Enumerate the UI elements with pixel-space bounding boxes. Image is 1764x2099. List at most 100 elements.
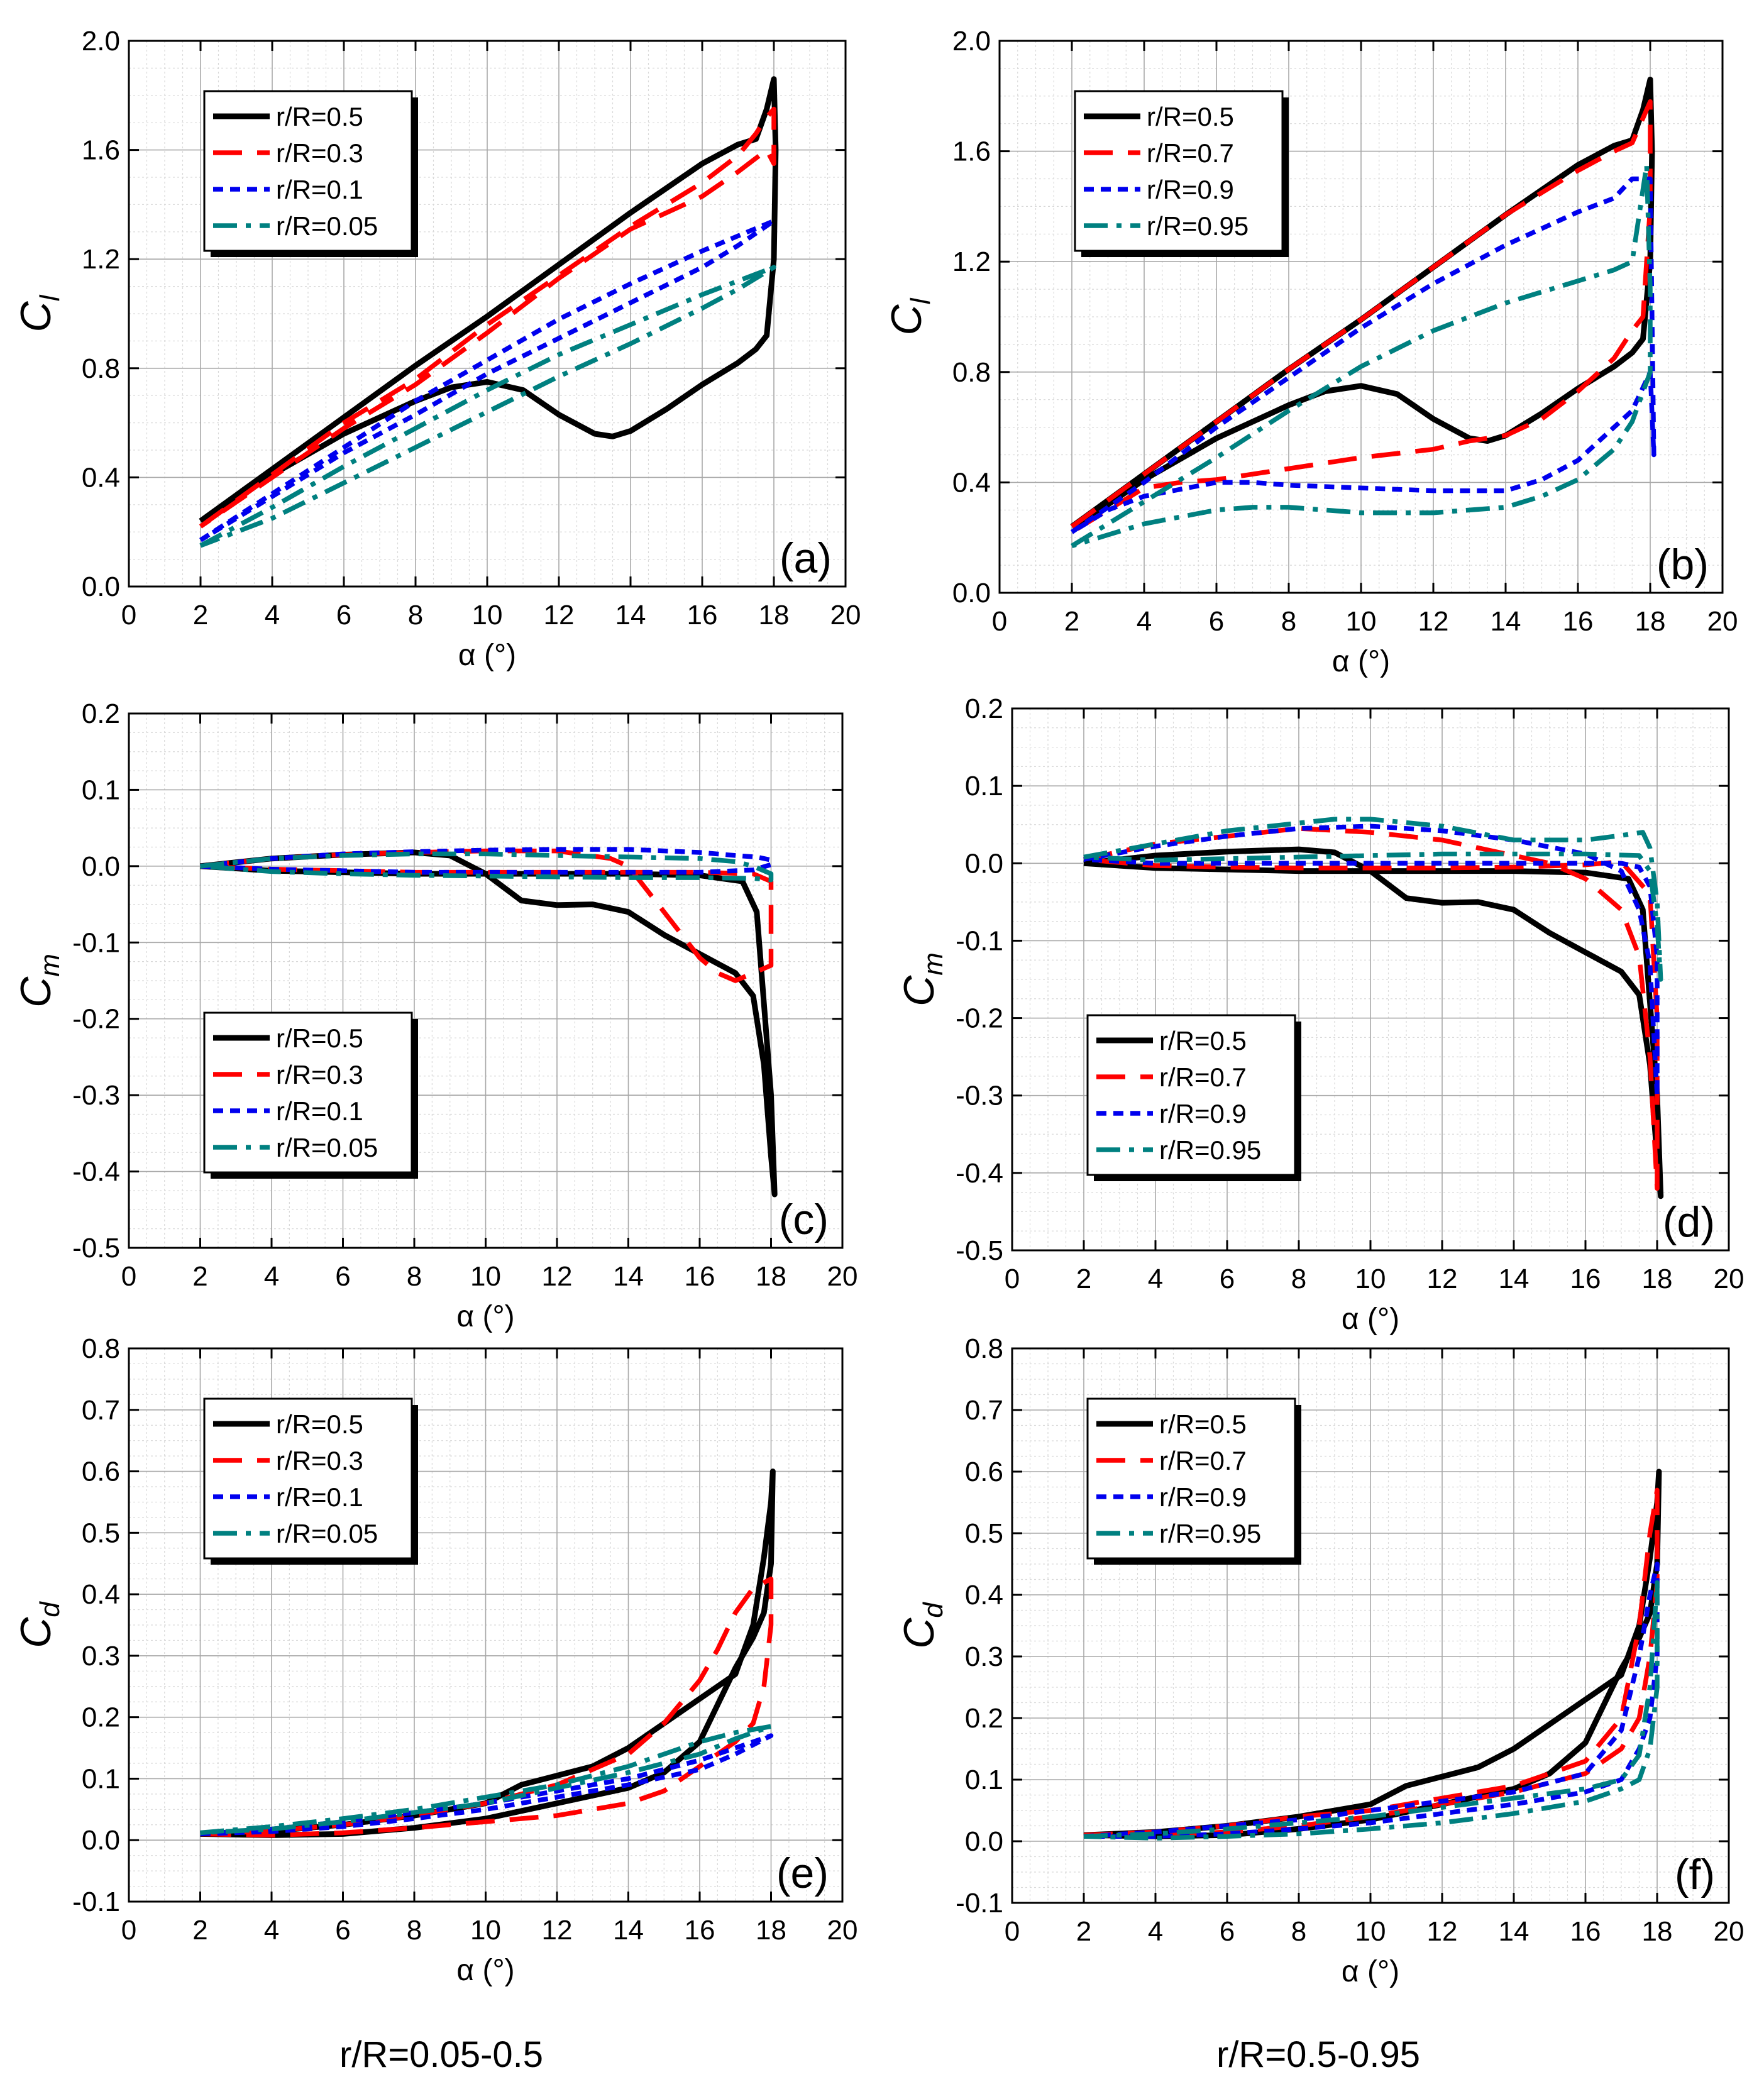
legend: r/R=0.5 r/R=0.3 r/R=0.1 r/R=0.05 <box>203 1397 418 1565</box>
legend-label: r/R=0.9 <box>1159 1482 1247 1512</box>
legend-label: r/R=0.3 <box>276 138 363 168</box>
y-tick-label: -0.1 <box>72 927 120 958</box>
y-tick-label: -0.2 <box>72 1004 120 1035</box>
y-tick-label: 1.6 <box>952 136 991 167</box>
legend-label: r/R=0.5 <box>1147 102 1234 131</box>
x-tick-label: 18 <box>756 1915 786 1946</box>
x-tick-label: 6 <box>1220 1916 1235 1947</box>
y-tick-label: 0.2 <box>82 1702 120 1733</box>
y-tick-label: -0.5 <box>956 1235 1003 1266</box>
x-axis-label: α (°) <box>458 639 516 672</box>
x-tick-label: 20 <box>1707 606 1738 637</box>
panel-label: (b) <box>1657 541 1709 588</box>
legend: r/R=0.5 r/R=0.3 r/R=0.1 r/R=0.05 <box>203 1011 418 1179</box>
series-group <box>1083 1468 1662 1841</box>
chart-panel-d: 0 2 4 6 8 10 12 14 16 18 20 -0.5 -0.4 -0.3 -0.2 -0.1 0.0… <box>895 693 1744 1336</box>
caption-left: r/R=0.05-0.5 <box>339 2034 544 2075</box>
series-group <box>1070 77 1657 548</box>
x-axis-label: α (°) <box>1332 645 1390 678</box>
x-tick-label: 18 <box>1642 1916 1673 1947</box>
x-tick-label: 4 <box>265 600 280 631</box>
x-tick-label: 8 <box>1291 1916 1306 1947</box>
x-tick-label: 14 <box>1491 606 1521 637</box>
y-tick-label: 0.7 <box>965 1395 1003 1426</box>
x-tick-label: 20 <box>827 1261 858 1292</box>
x-tick-label: 18 <box>1642 1264 1673 1294</box>
y-tick-label: 0.0 <box>82 1825 120 1856</box>
y-tick-label: -0.4 <box>956 1158 1003 1189</box>
y-tick-label: 0.0 <box>952 578 991 609</box>
legend-label: r/R=0.05 <box>276 1133 378 1162</box>
legend-label: r/R=0.05 <box>276 211 378 241</box>
x-tick-label: 4 <box>264 1261 279 1292</box>
legend: r/R=0.5 r/R=0.7 r/R=0.9 r/R=0.95 <box>1086 1014 1301 1181</box>
x-tick-label: 6 <box>1220 1264 1235 1294</box>
panel-label: (f) <box>1675 1851 1715 1898</box>
x-tick-label: 16 <box>1563 606 1594 637</box>
x-tick-label: 14 <box>1499 1916 1530 1947</box>
series-line-r-r-0-1 <box>199 218 776 543</box>
y-axis-label: Cm <box>895 952 949 1006</box>
chart-panel-a: 0 2 4 6 8 10 12 14 16 18 20 0.0 0.4 0.8 1.2 1.6 2.0 α (°)… <box>12 26 861 672</box>
x-tick-label: 8 <box>408 600 423 631</box>
x-tick-label: 8 <box>1281 606 1296 637</box>
series-group <box>199 76 779 548</box>
series-line-r-r-0-95 <box>1083 817 1663 982</box>
x-tick-label: 0 <box>121 1915 136 1946</box>
x-axis-label: α (°) <box>456 1954 514 1987</box>
x-tick-label: 16 <box>685 1915 715 1946</box>
series-line-r-r-0-95 <box>1083 1580 1660 1841</box>
y-tick-label: 0.0 <box>965 1826 1003 1857</box>
legend-label: r/R=0.1 <box>276 175 363 204</box>
legend-label: r/R=0.9 <box>1159 1099 1247 1128</box>
y-tick-label: 0.0 <box>82 571 120 602</box>
legend-label: r/R=0.5 <box>276 102 363 131</box>
y-tick-label: -0.3 <box>956 1081 1003 1111</box>
y-tick-label: 0.4 <box>952 467 991 498</box>
y-tick-label: -0.4 <box>72 1157 120 1187</box>
y-tick-label: 0.8 <box>965 1333 1003 1364</box>
x-tick-label: 12 <box>542 1915 573 1946</box>
x-tick-label: 4 <box>264 1915 279 1946</box>
y-tick-label: -0.1 <box>956 1888 1003 1919</box>
series-line-r-r-0-9 <box>1083 1562 1660 1839</box>
y-axis-label: Cl <box>12 294 65 332</box>
legend: r/R=0.5 r/R=0.7 r/R=0.9 r/R=0.95 <box>1086 1397 1301 1565</box>
y-tick-label: 2.0 <box>82 26 120 57</box>
x-tick-label: 16 <box>687 600 718 631</box>
y-tick-label: 0.2 <box>82 698 120 729</box>
x-tick-label: 12 <box>1427 1916 1458 1947</box>
x-tick-label: 14 <box>613 1261 644 1292</box>
legend-label: r/R=0.3 <box>276 1060 363 1089</box>
x-tick-label: 6 <box>336 600 351 631</box>
y-tick-label: 0.0 <box>82 851 120 882</box>
legend-label: r/R=0.5 <box>276 1023 363 1053</box>
series-line-r-r-0-7 <box>1083 826 1660 1191</box>
series-line-r-r-0-1 <box>200 847 774 875</box>
x-tick-label: 2 <box>1076 1264 1091 1294</box>
y-tick-label: 0.3 <box>965 1641 1003 1672</box>
y-tick-label: 0.1 <box>965 1765 1003 1795</box>
series-line-r-r-0-5 <box>200 1468 776 1838</box>
y-tick-label: 0.6 <box>82 1457 120 1487</box>
x-tick-label: 0 <box>1005 1916 1020 1947</box>
x-tick-label: 2 <box>193 600 208 631</box>
y-axis-label: Cd <box>895 1602 949 1649</box>
x-tick-label: 14 <box>1499 1264 1530 1294</box>
legend-label: r/R=0.95 <box>1147 211 1249 241</box>
x-tick-label: 10 <box>1355 1264 1386 1294</box>
legend-label: r/R=0.5 <box>1159 1026 1247 1055</box>
y-tick-label: 0.8 <box>952 357 991 388</box>
x-axis-label: α (°) <box>1342 1303 1399 1336</box>
legend-label: r/R=0.1 <box>276 1482 363 1512</box>
y-axis-label: Cd <box>12 1601 65 1648</box>
series-line-r-r-0-9 <box>1083 824 1660 1098</box>
series-line-r-r-0-5 <box>199 76 779 524</box>
y-tick-label: 0.3 <box>82 1641 120 1672</box>
panel-label: (e) <box>776 1849 829 1897</box>
y-tick-label: -0.5 <box>72 1233 120 1264</box>
y-tick-label: 0.6 <box>965 1457 1003 1487</box>
y-tick-label: 0.4 <box>82 1579 120 1610</box>
x-tick-label: 8 <box>407 1261 422 1292</box>
chart-panel-e: 0 2 4 6 8 10 12 14 16 18 20 -0.1 0.0 0.1 0.2 0.3 0.4 0.5 0… <box>12 1333 857 1987</box>
